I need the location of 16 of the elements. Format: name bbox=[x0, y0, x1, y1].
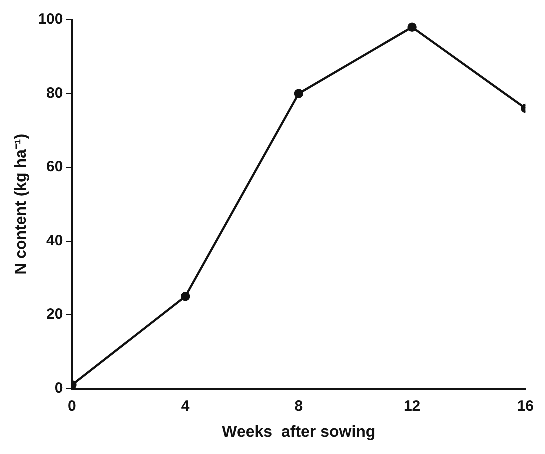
y-tick-label: 40 bbox=[46, 232, 64, 250]
x-tick-label: 0 bbox=[68, 398, 76, 415]
x-tick-label: 4 bbox=[181, 398, 190, 415]
point bbox=[294, 89, 304, 98]
y-axis-title: N content (kg ha⁻¹) bbox=[13, 134, 30, 275]
y-tick-label: 0 bbox=[54, 380, 64, 397]
point bbox=[408, 22, 417, 32]
y-tick-label: 100 bbox=[38, 11, 64, 28]
x-tick-label: 8 bbox=[294, 398, 304, 415]
x-tick-label: 16 bbox=[517, 398, 534, 415]
x-axis-title: Weeks after sowing bbox=[222, 424, 376, 441]
y-tick-label: 80 bbox=[46, 84, 64, 102]
y-tick-label: 20 bbox=[46, 306, 64, 324]
y-tick-label: 60 bbox=[46, 158, 64, 176]
point bbox=[180, 292, 190, 302]
x-tick-label: 12 bbox=[404, 398, 421, 415]
